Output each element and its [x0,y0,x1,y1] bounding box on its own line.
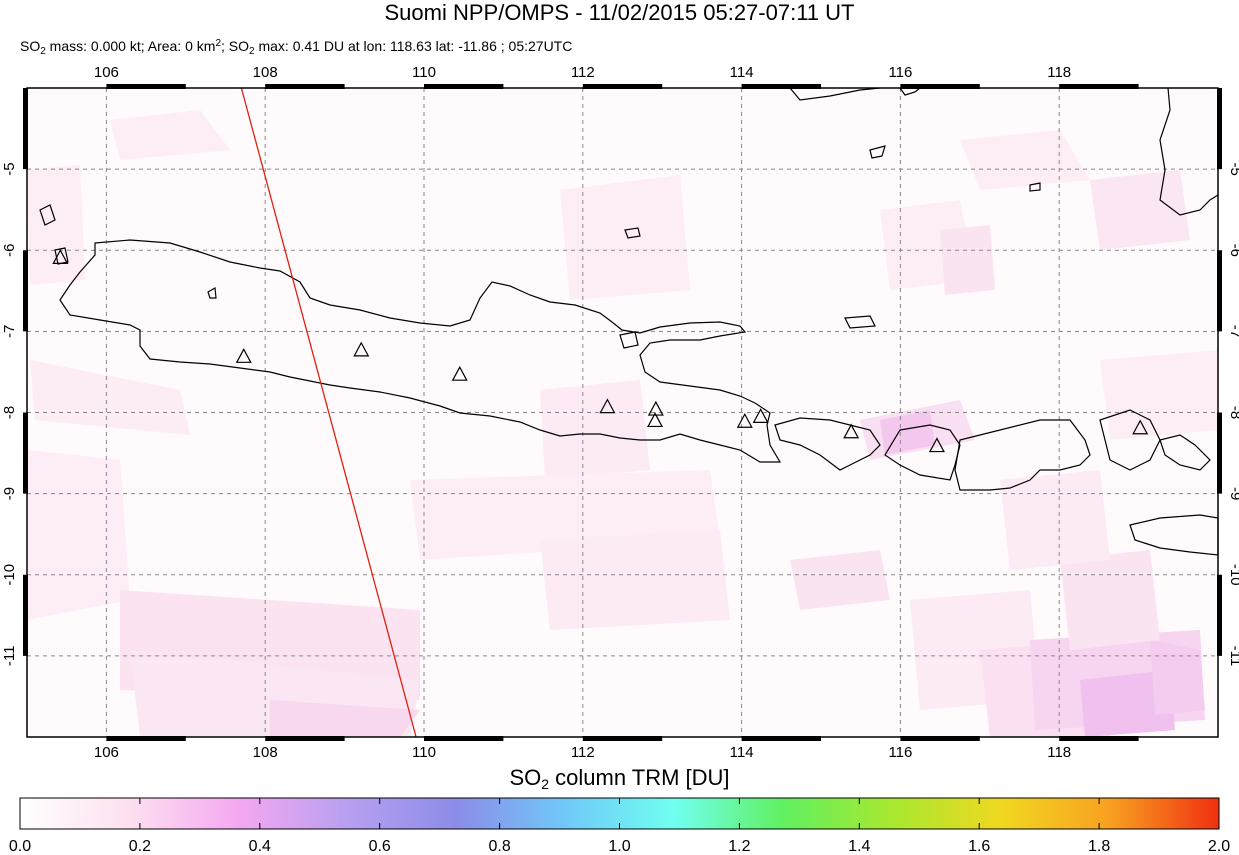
border-bar [23,250,28,332]
so2-max-text: max: 0.41 DU at lon: 118.63 lat: -11.86 … [254,38,573,54]
border-bar [741,736,821,741]
mass-area-text: mass: 0.000 kt; Area: 0 km [45,38,216,54]
border-bar [424,84,504,89]
colorbar-title: SO2 column TRM [DU] [0,765,1239,797]
lat-tick-label: -7 [1,325,18,338]
so2-map: 106 108 110 112 114 116 118 106 108 110 112 114 116… [1,64,1239,761]
border-bar [106,736,186,741]
km2-superscript: 2 [215,38,221,49]
so2-max-label: ; SO [221,38,250,54]
border-bar [582,736,663,741]
volcano-triangle-icon [736,412,753,428]
lat-tick-label: -6 [1227,244,1239,257]
volcano-triangle-icon [353,341,370,357]
colorbar-tick-label: 0.2 [129,838,151,855]
lon-tick-label: 110 [412,64,436,81]
colorbar-tick-label: 0.0 [9,838,31,855]
volcano-triangle-icon [451,365,468,381]
so2-summary: SO2 mass: 0.000 kt; Area: 0 km2; SO2 max… [20,35,572,61]
colorbar-tick-label: 2.0 [1208,838,1230,855]
border-bar [1059,84,1139,89]
colorbar-tick-label: 0.6 [369,838,391,855]
lon-tick-label: 106 [94,64,119,81]
latitude-labels-right: -5 -6 -7 -8 -9 -10 -11 [1227,162,1239,666]
lon-tick-label: 108 [253,744,278,761]
border-bar [900,84,980,89]
lat-tick-label: -11 [1227,646,1239,667]
border-bar [1059,736,1139,741]
volcano-triangle-icon [928,437,945,453]
lon-tick-label: 114 [730,744,754,761]
colorbar-tick-label: 1.0 [608,838,630,855]
border-bar [1217,250,1222,332]
graticule [27,88,1218,737]
lon-tick-label: 116 [888,64,912,81]
volcano-triangle-icon [1132,419,1149,435]
page-title: Suomi NPP/OMPS - 11/02/2015 05:27-07:11 … [384,0,855,25]
border-bar [265,84,345,89]
lon-tick-label: 108 [253,64,278,81]
colorbar-tick-label: 0.8 [488,838,510,855]
border-bar [1217,88,1222,170]
border-bar [741,84,821,89]
colorbar-title-rest: column TRM [DU] [549,765,730,790]
volcano-triangle-icon [235,348,252,363]
colorbar-tick-label: 1.8 [1088,838,1110,855]
lon-tick-label: 116 [888,744,912,761]
border-bar [1217,574,1222,656]
lat-tick-label: -6 [1,244,18,257]
lat-tick-label: -11 [1,646,18,667]
colorbar-tick-label: 1.6 [968,838,990,855]
lon-tick-label: 114 [730,64,754,81]
map-border-bars [23,84,1222,741]
colorbar-tick-label: 0.4 [249,838,271,855]
border-bar [106,84,186,89]
colorbar-tick-label: 1.4 [848,838,870,855]
colorbar-tick-label: 1.2 [728,838,750,855]
lat-tick-label: -7 [1227,325,1239,338]
lat-tick-label: -5 [1,162,18,175]
volcano-triangle-icon [647,412,664,428]
coastlines [39,87,1219,556]
volcano-markers [52,249,1149,453]
border-bar [900,736,980,741]
latitude-labels-left: -5 -6 -7 -8 -9 -10 -11 [1,162,18,666]
colorbar: 0.0 0.2 0.4 0.6 0.8 1.0 1.2 1.4 1.6 1.8 2.0 [9,797,1230,855]
lon-tick-label: 112 [571,64,595,81]
border-bar [1217,412,1222,494]
longitude-labels-bottom: 106 108 110 112 114 116 118 [94,744,1071,761]
colorbar-ticks [19,798,1220,829]
colorbar-tick-labels: 0.0 0.2 0.4 0.6 0.8 1.0 1.2 1.4 1.6 1.8 2.0 [9,838,1230,855]
border-bar [23,574,28,656]
volcano-triangle-icon [843,423,860,439]
satellite-orbit-track [240,87,417,738]
border-bar [265,736,345,741]
colorbar-title-subscript: 2 [541,776,550,792]
volcano-triangle-icon [752,408,769,423]
lat-tick-label: -10 [1,564,18,586]
lon-tick-label: 118 [1047,64,1071,81]
lat-tick-label: -8 [1,406,18,419]
border-bar [23,412,28,494]
lat-tick-label: -8 [1227,406,1239,419]
so2-subscript: 2 [40,46,46,57]
lat-tick-label: -5 [1227,162,1239,175]
colorbar-title-so: SO [509,765,542,790]
lat-tick-label: -10 [1227,564,1239,586]
lon-tick-label: 112 [571,744,595,761]
border-bar [23,88,28,170]
so2-max-subscript: 2 [249,46,255,57]
so2-label: SO [20,38,41,54]
lon-tick-label: 106 [94,744,119,761]
lat-tick-label: -9 [1227,487,1239,500]
lon-tick-label: 110 [412,744,436,761]
border-bar [424,736,504,741]
volcano-triangle-icon [52,249,69,264]
lon-tick-label: 118 [1047,744,1071,761]
border-bar [582,84,663,89]
volcano-triangle-icon [599,398,616,414]
lat-tick-label: -9 [1,487,18,500]
longitude-labels-top: 106 108 110 112 114 116 118 [94,64,1071,81]
